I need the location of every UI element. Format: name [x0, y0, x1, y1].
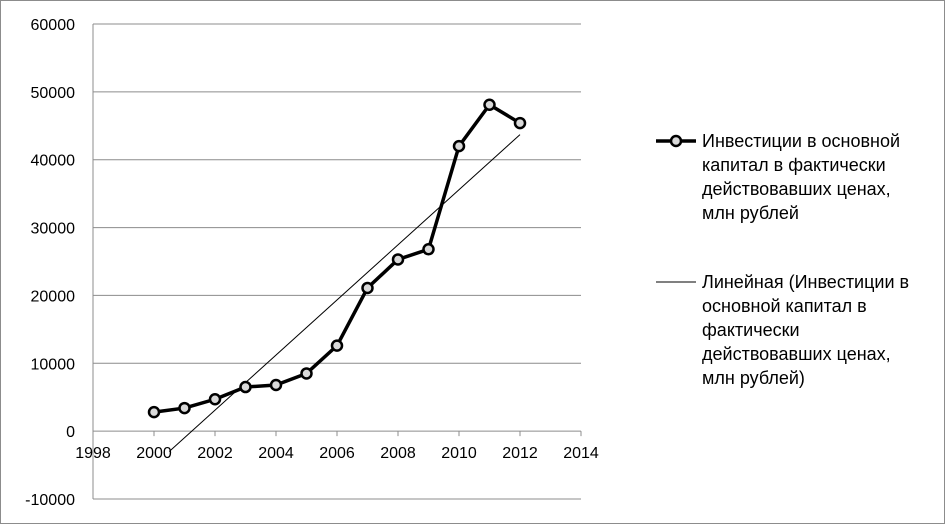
data-point-marker	[300, 367, 313, 380]
data-point-2005	[300, 367, 313, 380]
data-point-marker	[422, 243, 435, 256]
data-point-marker	[452, 139, 466, 153]
data-point-marker	[269, 378, 283, 392]
data-point-2012	[513, 116, 527, 130]
data-point-2008	[391, 253, 405, 266]
trendline	[168, 134, 521, 452]
legend-text-line: фактически	[702, 320, 800, 340]
y-tick-labels: 60000 50000 40000 30000 20000 10000 0 -10000	[25, 17, 75, 509]
legend: Инвестиции в основной капитал в фактическ…	[656, 131, 909, 388]
y-tick-label: 20000	[31, 288, 76, 305]
data-point-marker	[239, 380, 252, 394]
legend-text-line: Линейная (Инвестиции в	[702, 272, 909, 292]
data-point-2003	[239, 380, 252, 394]
x-tick-labels: 1998 2000 2002 2004 2006 2008 2010 2012 2014	[75, 445, 599, 462]
data-point-2009	[422, 243, 435, 256]
x-tick-label: 2012	[502, 445, 538, 462]
data-point-marker	[513, 116, 527, 130]
legend-text-line: капитал в фактически	[702, 155, 886, 175]
series-line-investments	[153, 103, 521, 414]
x-tick-label: 2010	[441, 445, 477, 462]
data-point-2007	[361, 281, 374, 295]
legend-entry-linear-trend: Линейная (Инвестиции в основной капитал в…	[656, 272, 909, 388]
data-point-marker	[483, 98, 496, 111]
plot-area	[147, 98, 527, 452]
data-point-marker	[147, 405, 161, 419]
legend-marker-symbol	[669, 134, 683, 148]
legend-text-line: млн рублей)	[702, 368, 805, 388]
x-tick-label: 2004	[258, 445, 294, 462]
y-tick-label: 0	[66, 424, 75, 441]
data-point-2002	[208, 393, 222, 406]
y-tick-label: -10000	[25, 492, 75, 509]
x-tick-label: 2000	[136, 445, 172, 462]
legend-text-line: Инвестиции в основной	[702, 131, 900, 151]
data-point-2010	[452, 139, 466, 153]
legend-text-line: действовавших ценах,	[702, 179, 891, 199]
legend-text-line: млн рублей	[702, 203, 799, 223]
data-point-2000	[147, 405, 161, 419]
data-point-marker	[391, 253, 405, 266]
x-tick-label: 2014	[563, 445, 599, 462]
data-point-marker	[208, 393, 222, 406]
y-tick-label: 10000	[31, 356, 76, 373]
y-tick-label: 30000	[31, 221, 76, 238]
data-point-2006	[330, 339, 344, 352]
x-tick-label: 1998	[75, 445, 111, 462]
data-point-2011	[483, 98, 496, 111]
data-point-marker	[178, 401, 191, 415]
x-tick-label: 2008	[380, 445, 416, 462]
legend-text-line: действовавших ценах,	[702, 344, 891, 364]
y-tick-label: 50000	[31, 85, 76, 102]
data-point-marker	[361, 281, 374, 295]
y-tick-label: 60000	[31, 17, 76, 34]
legend-text-line: основной капитал в	[702, 296, 867, 316]
data-point-2001	[178, 401, 191, 415]
y-tick-label: 40000	[31, 153, 76, 170]
x-tick-label: 2006	[319, 445, 355, 462]
legend-entry-investments: Инвестиции в основной капитал в фактическ…	[656, 131, 900, 223]
x-tick-label: 2002	[197, 445, 233, 462]
gridlines	[93, 23, 581, 500]
data-point-2004	[269, 378, 283, 392]
data-point-marker	[330, 339, 344, 352]
axes	[92, 24, 582, 499]
